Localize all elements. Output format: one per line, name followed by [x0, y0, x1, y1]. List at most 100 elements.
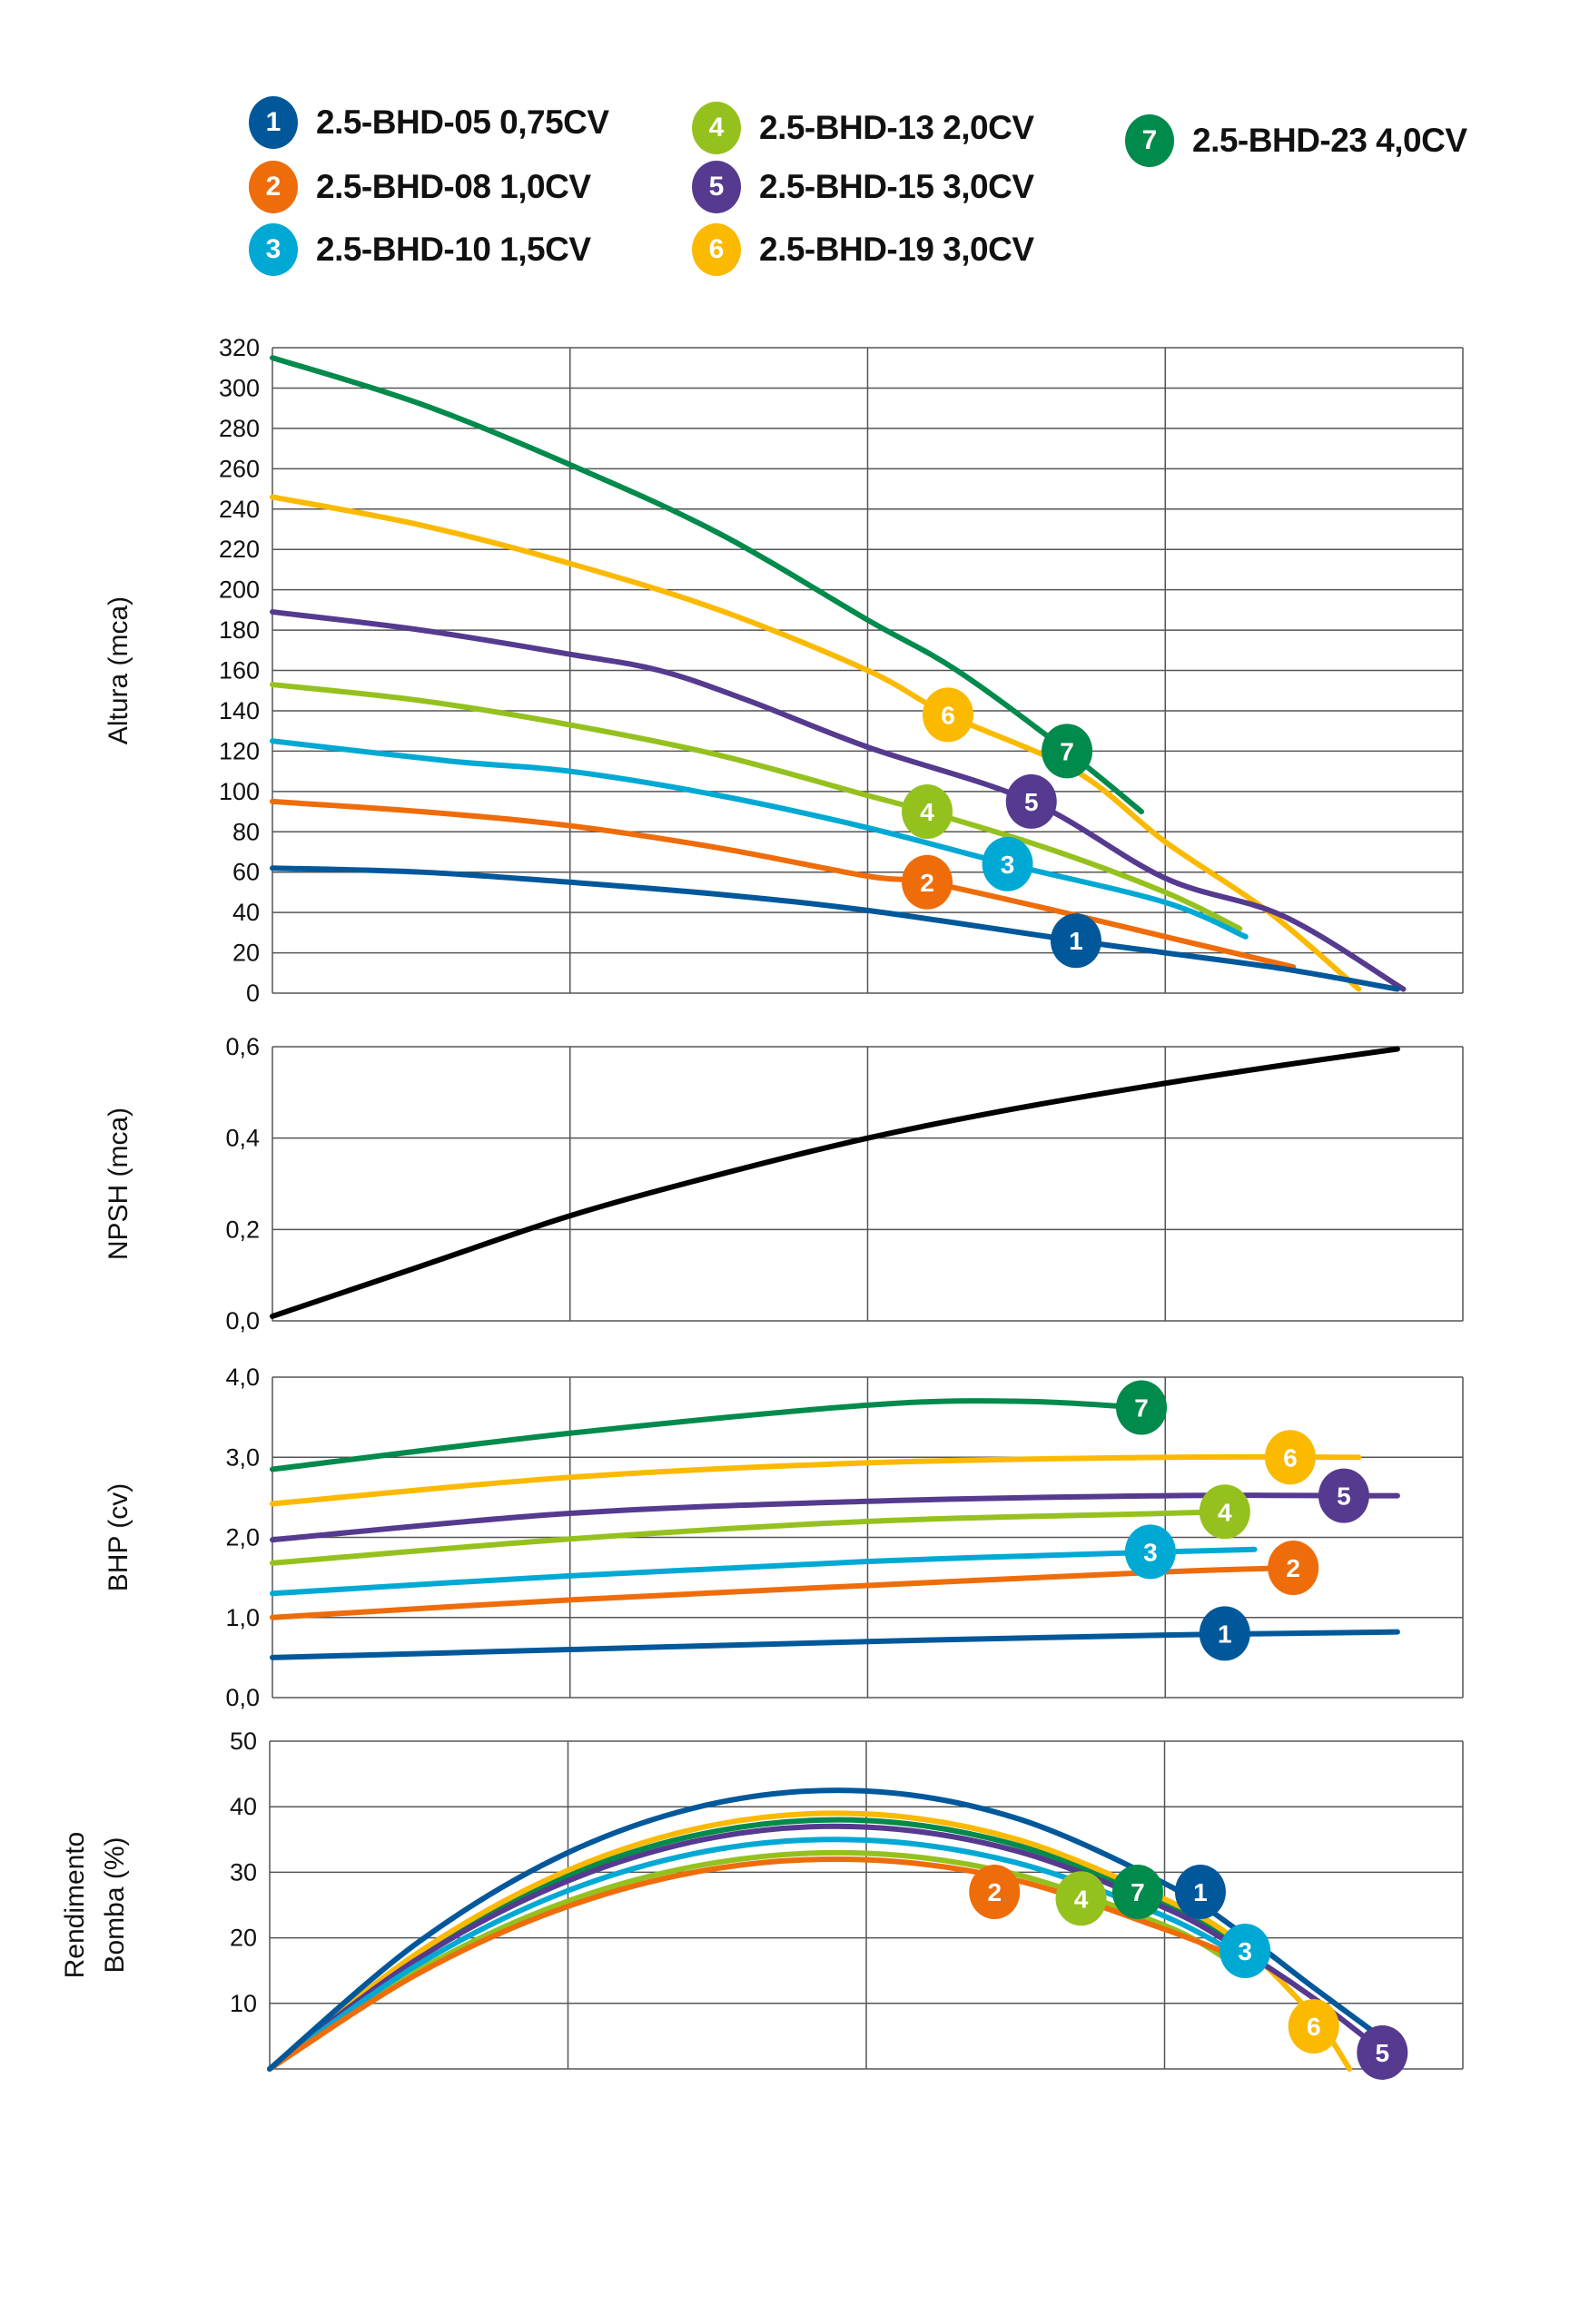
legend-badge: 2 [249, 161, 298, 213]
y-tick-label: 160 [219, 657, 260, 684]
y-tick-label: 2,0 [225, 1524, 260, 1551]
y-axis-label: NPSH (mca) [104, 1108, 133, 1260]
series-line-6 [270, 494, 1362, 992]
y-tick-label: 220 [219, 536, 260, 563]
y-tick-label: 100 [219, 778, 260, 805]
legend: 1 2.5-BHD-05 0,75CV 2 2.5-BHD-08 1,0CV 3 2.… [0, 0, 1580, 300]
marker-badge [969, 1865, 1021, 1920]
series-marker-5: 5 [1005, 773, 1057, 829]
legend-item-2: 2 2.5-BHD-08 1,0CV [249, 161, 591, 213]
legend-item-5: 5 2.5-BHD-15 3,0CV [692, 161, 1034, 213]
marker-label: 2 [1286, 1554, 1300, 1582]
npsh-chart: 0,0 0,2 0,4 0,6 NPSH (mca) [104, 1033, 1464, 1334]
y-axis-label: Altura (mca) [104, 596, 133, 744]
y-tick-label: 10 [230, 1990, 257, 2017]
series-marker-1: 1 [1174, 1865, 1226, 1920]
series-line-2 [270, 798, 1297, 970]
series-marker-2: 2 [902, 854, 953, 910]
series-marker-6: 6 [1264, 1430, 1316, 1485]
marker-badge [1005, 773, 1057, 829]
y-tick-label: 1,0 [225, 1604, 260, 1631]
series-line-3 [270, 1546, 1258, 1597]
series-marker-4: 4 [1055, 1871, 1107, 1926]
marker-label: 7 [1060, 737, 1074, 765]
y-axis-label: Bomba (%) [100, 1837, 130, 1973]
marker-badge [1174, 1865, 1226, 1920]
legend-badge: 3 [249, 223, 298, 276]
y-axis-label: BHP (cv) [104, 1483, 133, 1591]
y-tick-label: 80 [232, 818, 260, 845]
marker-label: 4 [1074, 1885, 1089, 1913]
marker-badge [1042, 724, 1093, 779]
y-tick-label: 0,2 [225, 1216, 260, 1243]
marker-label: 7 [1134, 1394, 1149, 1423]
y-tick-label: 40 [232, 899, 260, 926]
y-tick-label: 300 [219, 374, 260, 401]
marker-label: 7 [1131, 1878, 1145, 1906]
legend-item-7: 7 2.5-BHD-23 4,0CV [1125, 114, 1467, 167]
y-tick-label: 0,6 [225, 1033, 260, 1060]
y-tick-label: 200 [219, 576, 260, 604]
marker-badge [1357, 2024, 1408, 2080]
series-marker-6: 6 [922, 687, 973, 743]
series-marker-2: 2 [969, 1865, 1021, 1920]
y-tick-label: 4,0 [225, 1364, 260, 1391]
series-line [270, 1046, 1400, 1319]
series-line-6 [270, 1453, 1362, 1507]
legend-label: 2.5-BHD-10 1,5CV [316, 231, 591, 268]
series-line-1 [270, 865, 1400, 992]
legend-badge: 4 [692, 102, 741, 154]
legend-badge: 7 [1125, 114, 1174, 167]
marker-badge [902, 784, 953, 840]
series-marker-2: 2 [1268, 1541, 1319, 1596]
marker-badge [1199, 1606, 1250, 1661]
y-tick-label: 180 [219, 616, 260, 644]
series-marker-7: 7 [1111, 1865, 1163, 1920]
y-tick-label: 260 [219, 455, 260, 482]
bhp-chart: 0,0 1,0 2,0 3,0 4,0 BHP (cv) 1 2 3 4 5 6 7 [104, 1364, 1464, 1711]
marker-badge [1050, 913, 1101, 969]
y-tick-label: 20 [232, 940, 260, 967]
series-marker-5: 5 [1357, 2024, 1408, 2080]
series-marker-1: 1 [1050, 913, 1101, 969]
series-line-5 [270, 609, 1407, 992]
marker-label: 3 [1238, 1937, 1252, 1965]
y-tick-label: 60 [232, 859, 260, 886]
series-marker-4: 4 [1199, 1484, 1250, 1540]
marker-badge [1199, 1484, 1250, 1540]
series-line-4 [267, 1849, 1228, 2072]
y-tick-label: 0,0 [225, 1307, 260, 1334]
marker-badge [1318, 1468, 1369, 1523]
marker-label: 1 [1193, 1878, 1208, 1906]
marker-label: 1 [1218, 1620, 1232, 1648]
y-tick-label: 320 [219, 334, 260, 361]
series-marker-4: 4 [902, 784, 953, 840]
legend-label: 2.5-BHD-13 2,0CV [759, 109, 1034, 146]
y-tick-label: 240 [219, 496, 260, 523]
legend-label: 2.5-BHD-19 3,0CV [759, 231, 1034, 268]
legend-badge: 1 [249, 96, 298, 149]
series-marker-1: 1 [1199, 1606, 1250, 1661]
series-marker-7: 7 [1116, 1380, 1168, 1435]
legend-label: 2.5-BHD-15 3,0CV [759, 168, 1034, 205]
series-marker-5: 5 [1318, 1468, 1369, 1523]
legend-item-6: 6 2.5-BHD-19 3,0CV [692, 223, 1034, 276]
series-line-3 [270, 738, 1249, 940]
y-tick-label: 280 [219, 415, 260, 442]
marker-label: 2 [920, 869, 934, 897]
marker-badge [1268, 1541, 1319, 1596]
legend-label: 2.5-BHD-05 0,75CV [316, 103, 609, 141]
series-line-4 [270, 682, 1243, 931]
y-tick-label: 50 [230, 1728, 257, 1755]
series-marker-7: 7 [1042, 724, 1093, 779]
y-tick-label: 120 [219, 737, 260, 764]
marker-badge [1264, 1430, 1316, 1485]
marker-label: 2 [987, 1878, 1002, 1906]
marker-label: 1 [1069, 927, 1083, 955]
y-tick-label: 30 [230, 1858, 257, 1886]
marker-badge [1055, 1871, 1107, 1926]
legend-badge: 6 [692, 223, 741, 276]
marker-badge [1220, 1924, 1271, 1979]
marker-badge [1288, 1999, 1339, 2054]
series-marker-6: 6 [1288, 1999, 1339, 2054]
